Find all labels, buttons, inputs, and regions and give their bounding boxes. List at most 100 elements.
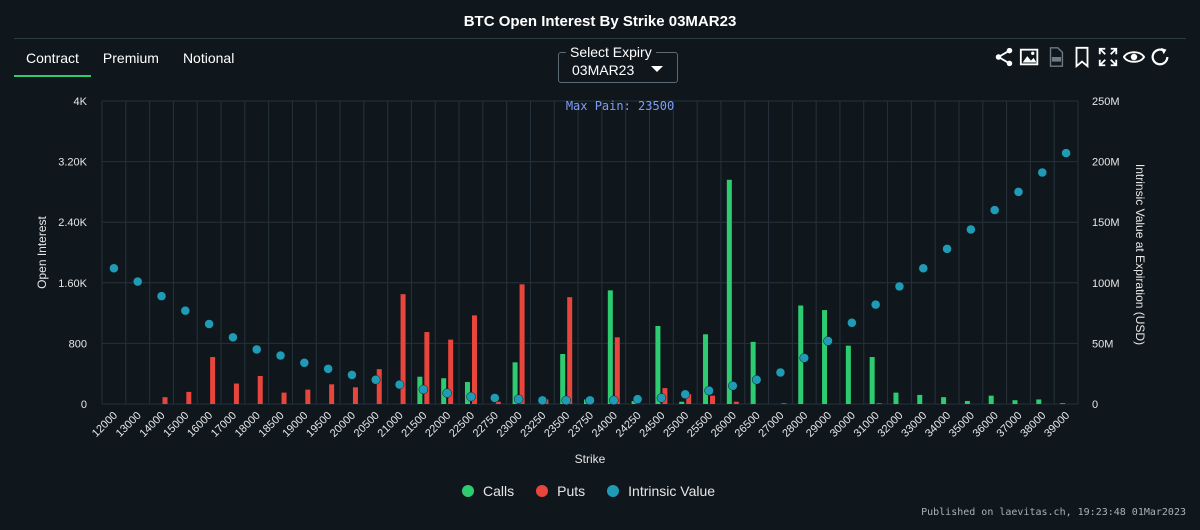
calls-bar: [464, 382, 470, 404]
calls-bar: [988, 395, 994, 404]
bookmark-icon[interactable]: [1071, 45, 1093, 69]
intrinsic-point: [228, 332, 238, 343]
calls-bar: [893, 392, 899, 404]
puts-bar: [352, 387, 358, 404]
y-tick-label: 4K: [74, 96, 88, 108]
y-tick-label: 800: [69, 338, 87, 350]
legend-puts-swatch: [536, 485, 549, 497]
calls-bar: [1060, 403, 1066, 404]
x-tick-label: 19500: [304, 410, 334, 440]
x-tick-label: 19000: [280, 410, 310, 440]
chart-title: BTC Open Interest By Strike 03MAR23: [463, 13, 737, 30]
x-tick-label: 25000: [661, 410, 691, 440]
chart-toolbar: [993, 45, 1171, 69]
intrinsic-point: [561, 395, 571, 406]
image-icon[interactable]: [1019, 45, 1041, 69]
x-tick-label: 36000: [971, 410, 1001, 440]
calls-bar: [679, 401, 685, 404]
puts-bar: [567, 297, 573, 404]
calls-bar: [703, 334, 709, 404]
calls-bar: [869, 357, 875, 404]
x-tick-label: 23500: [542, 410, 572, 440]
puts-bar: [257, 375, 263, 404]
x-tick-label: 22500: [447, 410, 477, 440]
x-tick-label: 21000: [376, 410, 406, 440]
puts-bar: [495, 401, 501, 404]
y-tick-label: 3.20K: [58, 157, 87, 169]
intrinsic-point: [656, 393, 667, 403]
calls-bar: [917, 394, 923, 404]
intrinsic-point: [490, 393, 500, 403]
y-tick-label: 2.40K: [58, 217, 87, 229]
x-tick-label: 24250: [614, 410, 644, 440]
calls-bar: [512, 362, 518, 404]
intrinsic-point: [466, 391, 476, 402]
legend-intrinsic-swatch: [607, 485, 620, 497]
x-tick-label: 18500: [257, 410, 287, 440]
tab-notional[interactable]: Notional: [182, 50, 235, 66]
intrinsic-point: [418, 384, 429, 395]
puts-bar: [424, 332, 430, 404]
x-tick-label: 37000: [994, 410, 1024, 440]
fullscreen-icon[interactable]: [1097, 45, 1119, 69]
x-tick-label: 13000: [114, 410, 144, 440]
y2-tick-label: 250M: [1092, 96, 1120, 108]
intrinsic-point: [847, 318, 857, 328]
x-tick-label: 20000: [328, 410, 358, 440]
x-tick-label: 34000: [923, 410, 953, 440]
calls-bar: [655, 325, 661, 404]
chevron-down-icon[interactable]: [651, 66, 663, 72]
calls-bar: [750, 341, 756, 404]
tab-contract[interactable]: Contract: [14, 44, 91, 77]
legend-calls[interactable]: Calls: [462, 483, 514, 499]
puts-bar: [733, 401, 739, 404]
expiry-select[interactable]: Select Expiry 03MAR23: [558, 44, 678, 83]
intrinsic-point: [323, 364, 333, 374]
intrinsic-point: [894, 281, 905, 292]
tab-premium[interactable]: Premium: [102, 50, 159, 66]
x-tick-label: 25500: [685, 410, 715, 440]
y2-tick-label: 0: [1092, 399, 1098, 411]
calls-bar: [726, 179, 732, 404]
x-tick-label: 17000: [209, 410, 239, 440]
y2-tick-label: 200M: [1092, 157, 1120, 169]
y-axis-title: Open Interest: [35, 215, 49, 288]
legend-intrinsic[interactable]: Intrinsic Value: [607, 483, 715, 499]
x-tick-label: 23250: [518, 410, 548, 440]
x-tick-label: 24000: [590, 410, 620, 440]
share-icon[interactable]: [993, 45, 1015, 69]
legend-puts[interactable]: Puts: [536, 483, 585, 499]
max-pain-label: Max Pain: 23500: [566, 99, 674, 113]
intrinsic-point: [942, 244, 952, 254]
intrinsic-point: [704, 385, 714, 396]
puts-bar: [876, 403, 882, 404]
intrinsic-point: [180, 305, 191, 316]
calls-bar: [607, 290, 613, 404]
intrinsic-point: [585, 395, 595, 406]
eye-icon[interactable]: [1123, 45, 1145, 69]
calls-bar: [941, 397, 947, 404]
csv-icon[interactable]: [1045, 45, 1067, 69]
x-tick-label: 35000: [947, 410, 977, 440]
intrinsic-point: [394, 379, 405, 390]
x-tick-label: 22000: [423, 410, 453, 440]
puts-bar: [210, 357, 216, 404]
y-tick-label: 0: [81, 399, 87, 411]
refresh-icon[interactable]: [1149, 45, 1171, 69]
intrinsic-point: [609, 395, 619, 406]
intrinsic-point: [728, 381, 738, 391]
calls-bar: [1012, 400, 1018, 404]
intrinsic-point: [1037, 167, 1048, 178]
view-tabs: Contract Premium Notional: [14, 44, 246, 77]
puts-bar: [329, 384, 335, 404]
x-tick-label: 18000: [233, 410, 263, 440]
legend-calls-label: Calls: [483, 483, 515, 499]
x-tick-label: 38000: [1018, 410, 1048, 440]
x-tick-label: 39000: [1042, 410, 1072, 440]
puts-bar: [471, 315, 477, 404]
puts-bar: [519, 284, 525, 404]
y-tick-label: 1.60K: [58, 278, 87, 290]
intrinsic-point: [751, 375, 762, 385]
intrinsic-point: [1013, 187, 1024, 197]
